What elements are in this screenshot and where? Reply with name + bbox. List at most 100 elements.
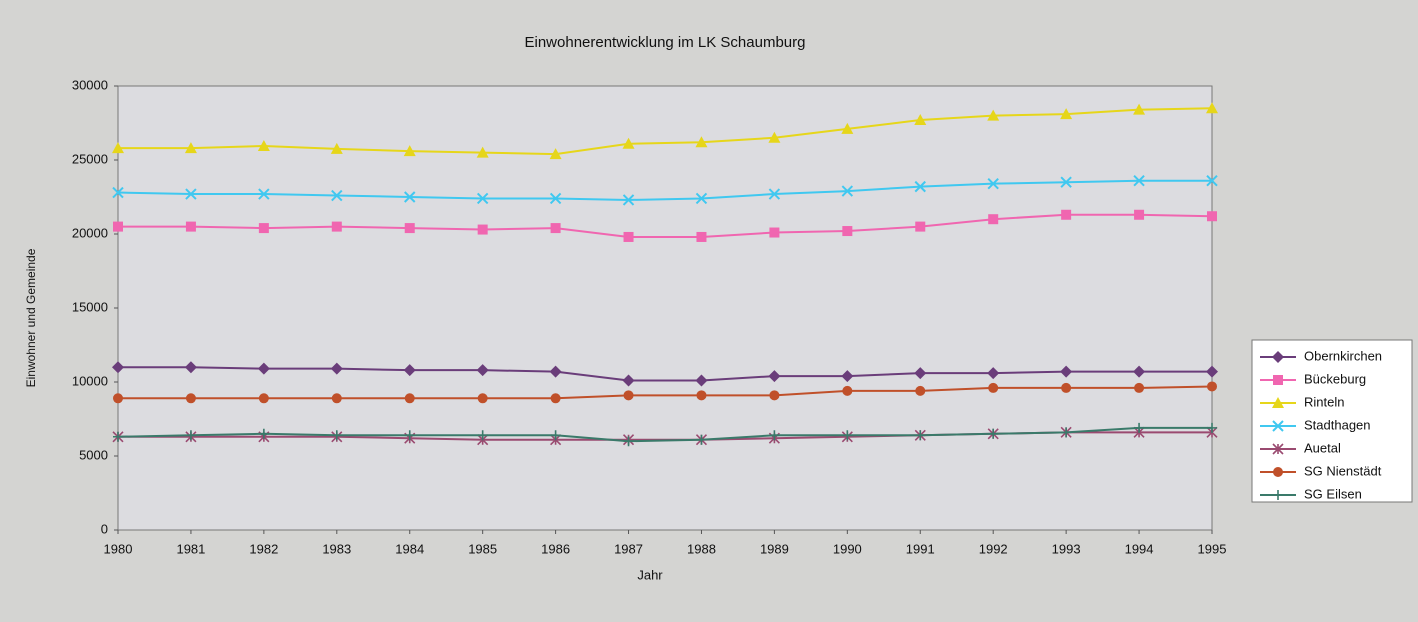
- y-axis-label: Einwohner und Gemeinde: [24, 248, 38, 387]
- marker: [404, 191, 416, 203]
- series-line: [118, 213, 1213, 238]
- x-tick-label: 1984: [395, 541, 424, 556]
- marker: [1206, 365, 1218, 378]
- marker: [477, 224, 488, 235]
- x-tick-label: 1990: [833, 541, 862, 556]
- marker: [1134, 382, 1145, 393]
- marker: [695, 192, 708, 205]
- marker: [769, 390, 780, 401]
- marker: [987, 177, 999, 190]
- marker: [842, 385, 853, 396]
- marker: [403, 145, 416, 157]
- marker: [185, 221, 196, 232]
- marker: [404, 393, 415, 404]
- marker: [550, 393, 561, 404]
- marker: [768, 131, 781, 143]
- legend-label: Stadthagen: [1304, 417, 1371, 432]
- marker: [1061, 209, 1072, 220]
- marker: [1206, 175, 1218, 187]
- legend-label: Rinteln: [1304, 394, 1344, 409]
- marker: [1272, 351, 1284, 363]
- marker: [1272, 443, 1284, 455]
- marker: [113, 393, 123, 404]
- legend-label: Bückeburg: [1304, 371, 1366, 386]
- marker: [185, 393, 196, 404]
- marker: [768, 188, 781, 200]
- y-tick-label: 15000: [72, 299, 108, 314]
- x-tick-label: 1985: [468, 541, 497, 556]
- marker: [549, 365, 562, 378]
- y-tick-label: 20000: [72, 225, 108, 240]
- marker: [915, 221, 926, 232]
- marker: [1207, 211, 1217, 222]
- marker: [112, 142, 124, 154]
- marker: [623, 390, 634, 401]
- x-tick-label: 1986: [541, 541, 570, 556]
- marker: [476, 192, 489, 205]
- marker: [113, 221, 123, 232]
- marker: [1061, 382, 1072, 393]
- marker: [257, 362, 270, 375]
- marker: [404, 223, 415, 234]
- marker: [258, 188, 270, 200]
- x-tick-label: 1988: [687, 541, 716, 556]
- marker: [841, 370, 854, 383]
- marker: [331, 221, 342, 232]
- x-tick-label: 1980: [104, 541, 133, 556]
- marker: [987, 109, 1000, 121]
- marker: [1273, 490, 1283, 500]
- marker: [1060, 365, 1073, 378]
- legend-label: Obernkirchen: [1304, 348, 1382, 363]
- y-tick-label: 30000: [72, 77, 108, 92]
- marker: [1133, 103, 1146, 115]
- series-line: [117, 179, 1212, 201]
- marker: [331, 393, 342, 404]
- marker: [988, 382, 999, 393]
- marker: [1206, 102, 1218, 114]
- marker: [841, 122, 854, 134]
- marker: [1133, 365, 1146, 378]
- x-tick-label: 1987: [614, 541, 643, 556]
- marker: [477, 393, 488, 404]
- marker: [1133, 175, 1145, 187]
- series-line: [117, 426, 1212, 443]
- marker: [258, 223, 269, 234]
- marker: [1207, 381, 1217, 392]
- marker: [184, 142, 197, 154]
- marker: [258, 393, 269, 404]
- marker: [1272, 397, 1284, 408]
- marker: [622, 137, 635, 149]
- marker: [915, 385, 926, 396]
- legend-label: SG Eilsen: [1304, 486, 1362, 501]
- marker: [1061, 427, 1072, 438]
- marker: [185, 188, 197, 200]
- marker: [476, 364, 489, 377]
- marker: [988, 214, 999, 225]
- marker: [988, 428, 999, 439]
- legend-label: Auetal: [1304, 440, 1341, 455]
- marker: [842, 430, 853, 441]
- x-tick-label: 1982: [249, 541, 278, 556]
- chart-title: Einwohnerentwicklung im LK Schaumburg: [525, 34, 806, 51]
- marker: [696, 434, 707, 445]
- marker: [1134, 209, 1145, 220]
- marker: [1134, 422, 1145, 433]
- y-tick-label: 25000: [72, 151, 108, 166]
- marker: [695, 374, 708, 387]
- marker: [403, 364, 416, 377]
- marker: [1060, 108, 1073, 120]
- marker: [987, 367, 1000, 380]
- plot-area: [117, 85, 1213, 531]
- x-tick-label: 1993: [1052, 541, 1081, 556]
- y-tick-label: 10000: [72, 373, 108, 388]
- marker: [914, 180, 926, 193]
- x-tick-label: 1981: [176, 541, 205, 556]
- marker: [1207, 422, 1217, 433]
- x-tick-label: 1983: [322, 541, 351, 556]
- series-line: [118, 107, 1213, 156]
- x-tick-label: 1991: [906, 541, 935, 556]
- x-tick-label: 1989: [760, 541, 789, 556]
- marker: [258, 428, 269, 439]
- marker: [550, 430, 561, 441]
- marker: [550, 223, 561, 234]
